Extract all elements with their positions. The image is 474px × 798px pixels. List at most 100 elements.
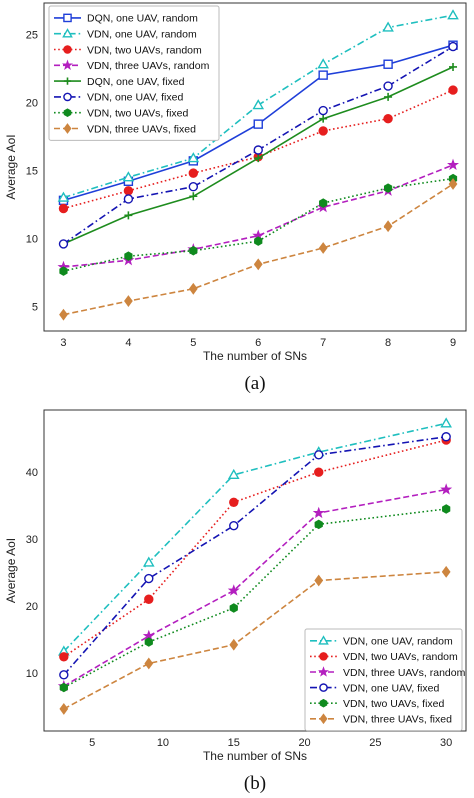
legend-marker <box>63 92 72 102</box>
data-point <box>314 450 324 460</box>
legend-entry: DQN, one UAV, random <box>87 13 198 25</box>
figure-caption: (b) <box>244 773 266 794</box>
series-3 <box>59 432 451 680</box>
data-point <box>253 145 263 155</box>
x-tick-label: 9 <box>450 337 456 349</box>
legend-frame <box>304 628 463 732</box>
data-point <box>254 236 263 246</box>
chart-b: 5 10 15 20 25 30 10 20 30 40 The number of SNs Aver… <box>4 409 467 794</box>
data-point <box>318 105 328 116</box>
data-point <box>189 192 198 201</box>
y-tick-label: 40 <box>26 467 38 479</box>
legend-entry: VDN, two UAVs, random <box>343 651 458 663</box>
data-point <box>442 504 451 514</box>
series-line <box>63 435 447 676</box>
legend-entry: VDN, three UAVs, random <box>87 60 210 72</box>
legend-marker <box>63 13 72 23</box>
legend-marker <box>63 108 72 118</box>
legend-marker <box>319 698 328 708</box>
data-point <box>59 266 68 276</box>
series-2 <box>58 85 458 214</box>
legend-marker <box>319 652 328 661</box>
data-point <box>227 468 240 480</box>
data-point <box>59 670 69 680</box>
legend-entry: VDN, one UAV, random <box>87 29 197 41</box>
data-point <box>57 191 70 202</box>
data-point <box>229 603 238 613</box>
y-tick-label: 20 <box>26 97 38 109</box>
data-point <box>59 703 69 715</box>
data-point <box>449 62 458 71</box>
legend-b: VDN, one UAV, random VDN, two UAVs, rando… <box>304 628 466 732</box>
y-tick-label: 30 <box>26 534 38 546</box>
data-point <box>312 506 325 519</box>
x-tick-label: 3 <box>60 337 66 349</box>
legend-entry: VDN, two UAVs, fixed <box>87 108 188 120</box>
data-point <box>58 203 69 214</box>
legend-entry: VDN, one UAV, fixed <box>87 92 183 104</box>
y-tick-label: 10 <box>26 668 38 680</box>
data-point <box>122 171 135 182</box>
series-line <box>63 508 447 689</box>
legend-entry: VDN, two UAVs, random <box>87 44 202 56</box>
data-point <box>252 99 265 110</box>
x-tick-label: 30 <box>440 737 452 749</box>
data-point <box>440 483 453 495</box>
x-tick-label: 7 <box>320 337 326 349</box>
data-point <box>59 682 68 693</box>
data-point <box>254 154 263 163</box>
legend-frame <box>48 5 220 141</box>
data-point <box>440 417 452 428</box>
data-point <box>59 308 68 321</box>
y-axis-label: Average AoI <box>4 538 18 603</box>
data-point <box>142 556 155 567</box>
y-axis-label: Average AoI <box>4 134 18 199</box>
series-5 <box>59 565 451 715</box>
data-point <box>253 258 263 271</box>
x-tick-label: 5 <box>190 337 196 349</box>
data-point <box>189 245 198 256</box>
data-point <box>448 85 458 95</box>
x-tick-label: 6 <box>255 337 261 349</box>
data-point <box>383 113 393 124</box>
data-point <box>318 242 328 254</box>
series-5 <box>58 41 458 249</box>
series-6 <box>59 173 458 276</box>
y-tick-label: 5 <box>32 302 38 314</box>
data-point <box>227 584 240 596</box>
legend-entry: VDN, one UAV, random <box>343 636 453 648</box>
data-point <box>123 194 134 204</box>
data-point <box>144 657 154 670</box>
legend-entry: DQN, one UAV, fixed <box>87 76 185 88</box>
series-line <box>63 488 447 687</box>
legend-marker <box>319 713 328 725</box>
data-point <box>188 282 198 295</box>
data-point <box>314 467 324 477</box>
legend-a: DQN, one UAV, random VDN, one UAV, random… <box>48 5 220 141</box>
data-point <box>383 183 393 193</box>
data-point <box>447 158 459 171</box>
y-tick-label: 10 <box>26 233 38 245</box>
x-axis-label: The number of SNs <box>203 749 307 763</box>
data-point <box>229 497 239 507</box>
data-point <box>59 652 69 662</box>
data-point <box>123 186 134 196</box>
data-point <box>144 594 154 604</box>
data-point <box>319 114 328 123</box>
data-point <box>318 126 328 136</box>
legend-marker <box>63 123 72 134</box>
legend-marker <box>62 28 73 38</box>
x-axis-label: The number of SNs <box>203 349 307 363</box>
series-1 <box>57 9 459 202</box>
data-point <box>383 81 393 91</box>
y-tick-label: 25 <box>26 29 38 41</box>
legend-marker <box>63 77 72 85</box>
data-point <box>144 573 154 584</box>
data-point <box>441 565 451 578</box>
chart-a: 3 4 5 6 7 8 9 5 10 15 20 25 The number of SNs Average… <box>4 2 467 394</box>
data-point <box>124 295 133 307</box>
legend-entry: VDN, three UAVs, fixed <box>87 123 196 135</box>
data-point <box>383 220 393 233</box>
data-point <box>448 41 458 52</box>
